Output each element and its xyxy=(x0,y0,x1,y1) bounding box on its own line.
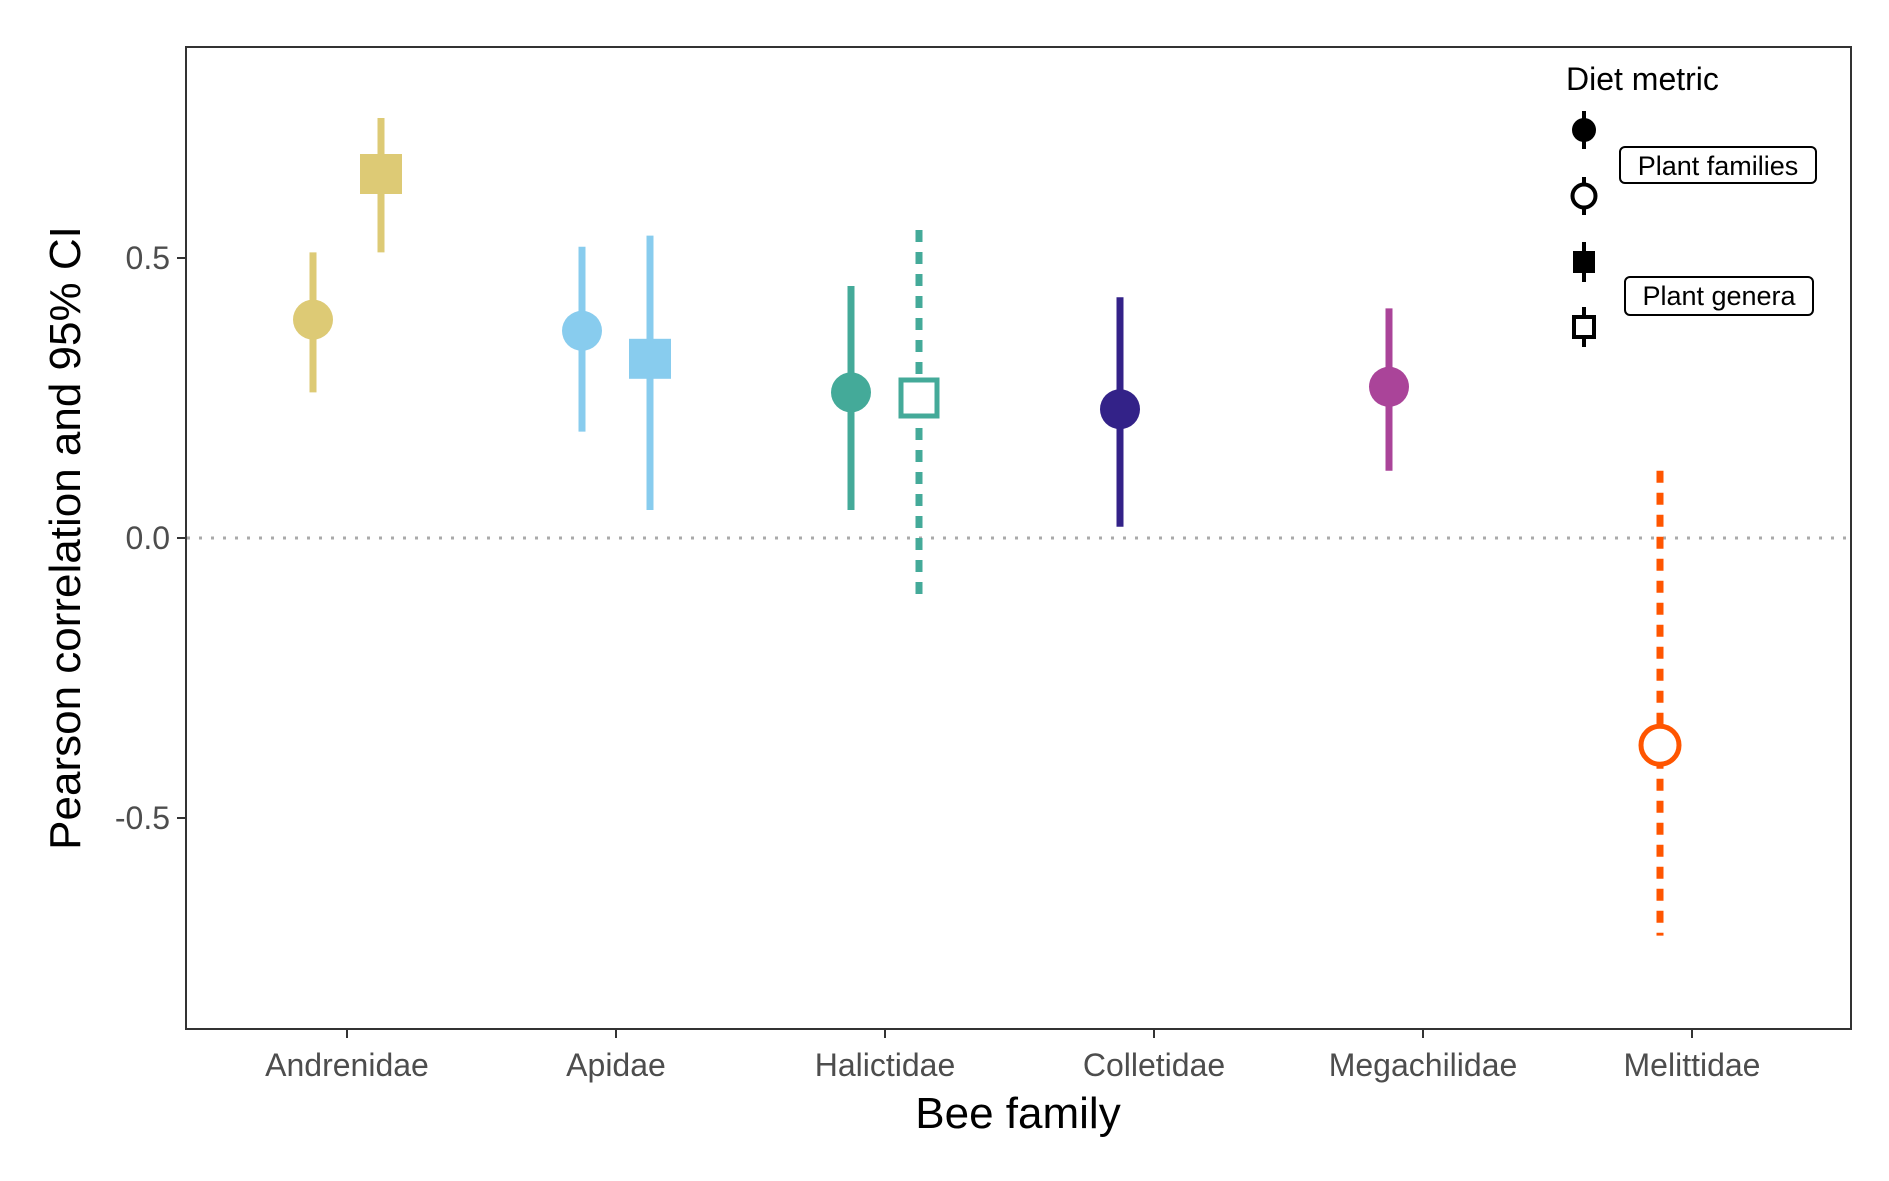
legend-key-open-square-icon xyxy=(1572,307,1596,347)
estimate-point xyxy=(562,310,602,351)
estimate-point xyxy=(360,154,402,194)
point-range xyxy=(831,286,871,510)
y-tick-label: 0.0 xyxy=(126,520,170,556)
x-tick-label: Melittidae xyxy=(1624,1047,1761,1083)
point-range xyxy=(293,252,333,393)
point-range xyxy=(1369,308,1409,471)
estimate-point xyxy=(629,338,671,379)
x-tick-label: Apidae xyxy=(566,1047,666,1083)
legend-key-filled-circle-icon xyxy=(1572,111,1596,149)
data-layer xyxy=(293,118,1682,936)
legend-label-box-genera xyxy=(1624,276,1814,316)
legend-label-box-families xyxy=(1619,146,1817,184)
point-range xyxy=(629,235,671,510)
point-range xyxy=(1638,470,1682,936)
estimate-point xyxy=(293,299,333,340)
y-axis-title: Pearson correlation and 95% CI xyxy=(41,226,90,850)
estimate-point xyxy=(898,377,940,419)
estimate-point xyxy=(1369,366,1409,407)
legend-key-filled-square-icon xyxy=(1573,242,1595,282)
x-tick-label: Andrenidae xyxy=(265,1047,429,1083)
y-tick-label: -0.5 xyxy=(115,800,170,836)
estimate-point xyxy=(831,372,871,413)
legend: Diet metric Plant families Plant genera xyxy=(1566,61,1817,347)
x-tick-label: Colletidae xyxy=(1083,1047,1225,1083)
legend-label-families: Plant families xyxy=(1638,151,1799,181)
point-range xyxy=(562,246,602,432)
x-tick-label: Halictidae xyxy=(815,1047,956,1083)
axis-layer: 0.5 0.0 -0.5 Andrenidae Apidae Halictidae Coll… xyxy=(115,240,1761,1083)
x-axis-title: Bee family xyxy=(915,1089,1120,1138)
plot-panel xyxy=(185,46,1852,1030)
point-range xyxy=(898,230,940,594)
x-tick-label: Megachilidae xyxy=(1329,1047,1518,1083)
legend-key-open-circle-icon xyxy=(1570,177,1598,215)
y-tick-label: 0.5 xyxy=(126,240,170,276)
point-range xyxy=(1100,297,1140,527)
legend-label-genera: Plant genera xyxy=(1642,281,1796,311)
legend-title: Diet metric xyxy=(1566,61,1719,97)
estimate-point xyxy=(1100,389,1140,430)
estimate-point xyxy=(1638,723,1682,767)
point-range xyxy=(360,118,402,253)
